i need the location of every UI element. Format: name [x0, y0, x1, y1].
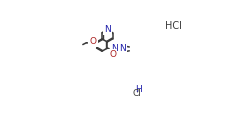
Text: O: O	[109, 50, 116, 59]
Text: HCl: HCl	[165, 21, 182, 31]
Text: Cl: Cl	[133, 89, 142, 98]
Text: H: H	[135, 85, 142, 94]
Text: O: O	[90, 37, 97, 46]
Text: N: N	[104, 25, 111, 34]
Text: NH: NH	[111, 44, 125, 53]
Text: N: N	[119, 44, 126, 53]
